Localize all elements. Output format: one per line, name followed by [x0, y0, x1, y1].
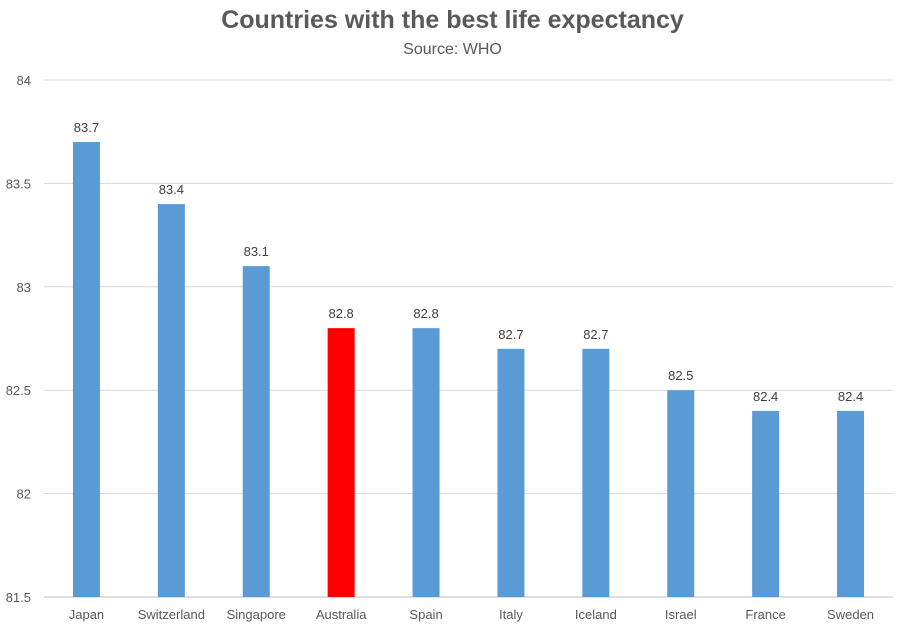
bar-singapore — [242, 266, 270, 597]
data-label: 83.4 — [159, 182, 184, 197]
chart-subtitle: Source: WHO — [403, 41, 502, 58]
chart-title: Countries with the best life expectancy — [221, 6, 684, 34]
data-label: 82.8 — [413, 306, 438, 321]
bar-iceland — [582, 348, 610, 597]
bar-japan — [72, 142, 100, 598]
x-tick-label: Israel — [665, 607, 697, 622]
gridlines — [44, 79, 893, 598]
x-axis-categories: Japan Switzerland Singapore Australia Spain I… — [69, 607, 874, 622]
x-tick-label: Switzerland — [138, 607, 205, 622]
y-axis-ticks: 81.5 82 82.5 83 83.5 84 — [6, 73, 31, 605]
x-tick-label: Italy — [499, 607, 523, 622]
data-label: 82.4 — [753, 389, 778, 404]
bar-australia — [327, 328, 355, 597]
x-tick-label: Japan — [69, 607, 104, 622]
bar-italy — [497, 348, 525, 597]
data-label: 82.5 — [668, 368, 693, 383]
bar-switzerland — [157, 204, 185, 597]
y-tick-label: 84 — [17, 73, 31, 88]
x-tick-label: Iceland — [575, 607, 617, 622]
x-tick-label: Australia — [316, 607, 367, 622]
x-tick-label: France — [745, 607, 785, 622]
data-label: 83.7 — [74, 120, 99, 135]
data-label: 82.8 — [328, 306, 353, 321]
x-tick-label: Sweden — [827, 607, 874, 622]
data-label: 82.4 — [838, 389, 863, 404]
x-tick-label: Singapore — [227, 607, 286, 622]
data-label: 82.7 — [583, 327, 608, 342]
x-tick-label: Spain — [409, 607, 442, 622]
y-tick-label: 81.5 — [6, 590, 31, 605]
y-tick-label: 83.5 — [6, 176, 31, 191]
data-label: 82.7 — [498, 327, 523, 342]
bar-sweden — [837, 410, 865, 597]
bars — [72, 142, 865, 598]
y-tick-label: 82.5 — [6, 383, 31, 398]
data-labels: 83.7 83.4 83.1 82.8 82.8 82.7 82.7 82.5 82.4 82.4 — [74, 120, 863, 404]
bar-france — [752, 410, 780, 597]
bar-israel — [667, 390, 695, 597]
data-label: 83.1 — [244, 244, 269, 259]
y-tick-label: 82 — [17, 487, 31, 502]
y-tick-label: 83 — [17, 280, 31, 295]
bar-spain — [412, 328, 440, 597]
